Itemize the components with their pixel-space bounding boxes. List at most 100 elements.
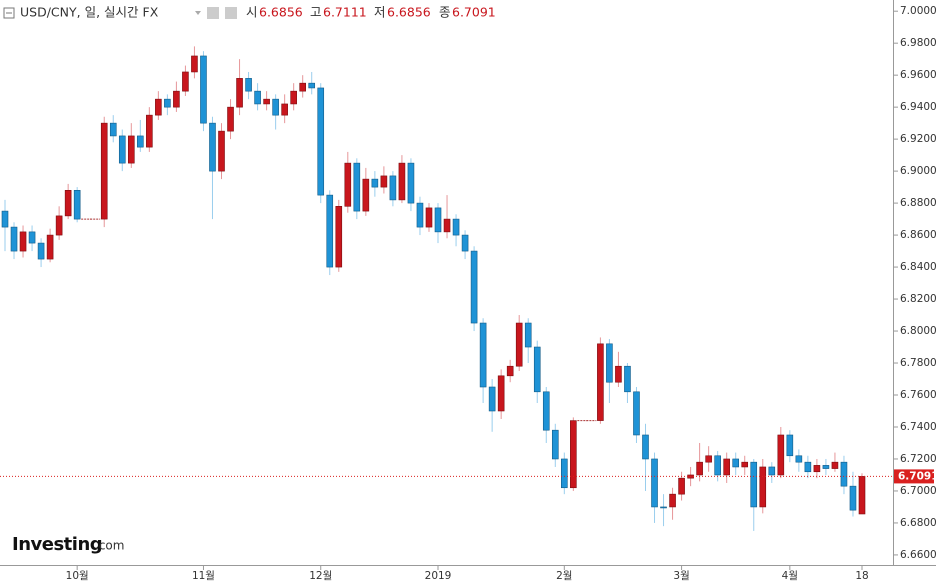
candle-body: [786, 434, 794, 457]
candle-body: [245, 78, 252, 92]
candle-body: [696, 461, 703, 476]
candle-body: [137, 135, 144, 148]
y-tick-label: 6.9000: [900, 165, 936, 177]
candle-body: [64, 190, 72, 217]
candle-body: [831, 461, 839, 469]
candle-body: [660, 506, 667, 509]
candle-body: [100, 122, 108, 220]
candle-body: [55, 215, 63, 236]
candle-body: [561, 458, 568, 489]
candle-body: [461, 234, 469, 252]
candle-body: [840, 461, 848, 487]
candle-body: [317, 87, 325, 196]
candle-body: [678, 477, 685, 495]
candle-body: [191, 55, 198, 73]
candle-body: [398, 162, 406, 201]
y-tick-label: 6.9800: [900, 37, 936, 49]
candle-body: [109, 122, 117, 137]
candle-body: [470, 250, 478, 324]
y-tick-label: 6.7000: [900, 485, 936, 497]
candle-body: [822, 465, 830, 469]
candle-body: [146, 114, 153, 148]
x-tick-label: 3월: [673, 570, 689, 582]
high-value: 6.7111: [323, 5, 367, 20]
candle-body: [416, 202, 424, 228]
candle-body: [479, 322, 487, 388]
candle-body: [227, 106, 234, 132]
candle-body: [326, 194, 334, 268]
candle-body: [768, 466, 776, 476]
candle-body: [597, 343, 604, 421]
settings-icon[interactable]: [207, 7, 219, 19]
candle-body: [570, 420, 577, 489]
candle-body: [164, 98, 171, 108]
logo-brand: Investing: [12, 534, 102, 555]
x-tick-label: 2월: [556, 570, 572, 582]
candle-body: [37, 242, 45, 260]
x-tick-label: 2019: [425, 570, 452, 582]
y-tick-label: 6.9400: [900, 101, 936, 113]
y-tick-label: 6.7200: [900, 453, 936, 465]
y-tick-label: 6.6800: [900, 517, 936, 529]
candle-body: [236, 78, 243, 108]
candle-body: [533, 346, 541, 393]
candle-body: [173, 90, 180, 108]
candle-body: [452, 218, 460, 236]
candle-body: [73, 190, 81, 220]
y-tick-label: 6.8200: [900, 293, 936, 305]
x-tick-label: 12월: [309, 570, 332, 582]
low-value: 6.6856: [387, 5, 431, 20]
candle-body: [741, 461, 749, 468]
candle-body: [380, 175, 388, 188]
candle-body: [642, 434, 649, 460]
y-tick-label: 7.0000: [900, 5, 936, 17]
candle-body: [28, 231, 36, 244]
candle-body: [362, 178, 370, 212]
y-tick-label: 6.8000: [900, 325, 936, 337]
y-tick-label: 6.6600: [900, 549, 936, 561]
candle-body: [127, 135, 135, 164]
x-tick-label: 10월: [66, 570, 89, 582]
candle-body: [804, 461, 812, 473]
candle-body: [777, 434, 785, 476]
y-tick-label: 6.8400: [900, 261, 936, 273]
candle-body: [606, 343, 613, 383]
candle-body: [515, 322, 523, 367]
y-tick-label: 6.9200: [900, 133, 936, 145]
candle-body: [425, 207, 433, 228]
x-tick-label: 4월: [782, 570, 798, 582]
candle-body: [497, 375, 505, 412]
y-tick-label: 6.7400: [900, 421, 936, 433]
candle-body: [633, 391, 640, 436]
candle-body: [281, 103, 288, 116]
candle-body: [353, 162, 361, 212]
candle-body: [723, 458, 730, 476]
collapse-icon[interactable]: [3, 7, 15, 19]
candle-body: [299, 82, 306, 92]
x-tick-label: 11월: [192, 570, 215, 582]
dropdown-icon[interactable]: [195, 11, 201, 15]
candle-body: [551, 429, 559, 460]
y-tick-label: 6.8600: [900, 229, 936, 241]
candle-body: [10, 226, 18, 252]
candle-body: [669, 493, 676, 508]
candle-body: [389, 175, 397, 201]
candle-body: [443, 218, 451, 233]
last-price-tag: [894, 469, 934, 484]
candle-body: [19, 231, 27, 252]
candle-body: [849, 485, 857, 511]
candle-body: [705, 455, 712, 463]
candle-body: [371, 178, 379, 188]
close-value: 6.7091: [452, 5, 496, 20]
candle-body: [118, 135, 126, 164]
candle-body: [795, 455, 803, 463]
compare-icon[interactable]: [225, 7, 237, 19]
candle-body: [272, 98, 279, 116]
candle-body: [182, 71, 189, 92]
candle-body: [624, 365, 631, 393]
candle-body: [290, 90, 297, 105]
logo-suffix: .com: [95, 539, 124, 553]
low-label: 저: [374, 5, 386, 20]
candle-body: [218, 130, 225, 172]
